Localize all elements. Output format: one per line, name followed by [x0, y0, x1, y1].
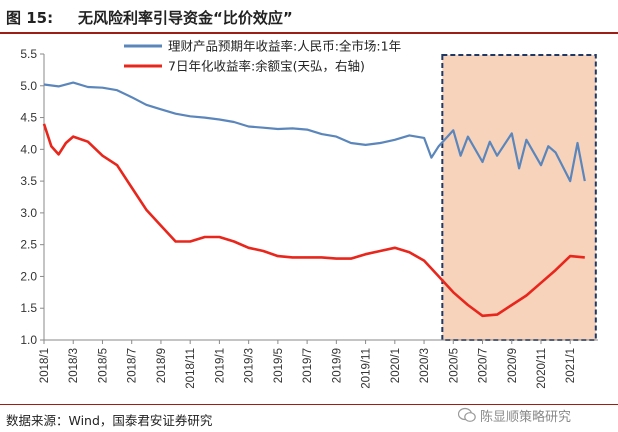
y-tick-label: 1.5: [20, 301, 37, 315]
highlight-region: [441, 54, 597, 341]
x-tick-label: 2018/5: [97, 348, 109, 383]
watermark: 陈显顺策略研究: [480, 410, 572, 425]
figure-label: 图 15:: [6, 9, 54, 27]
figure-title-bar: 图 15: 无风险利率引导资金“比价效应”: [0, 0, 618, 34]
y-tick-label: 4.0: [20, 142, 37, 156]
source-note: 数据来源：Wind，国泰君安证券研究: [6, 413, 213, 428]
legend-label-1: 理财产品预期年收益率:人民币:全市场:1年: [168, 39, 401, 54]
source-divider: [0, 404, 618, 405]
x-tick-label: 2021/1: [565, 348, 577, 383]
x-tick-label: 2018/7: [127, 348, 139, 383]
line-chart: 1.0 1.5 2.0 2.5 3.0 3.5 4.0 4.5 5.0 5.5 2018/1 2018…: [20, 39, 598, 389]
x-tick-label: 2020/11: [536, 348, 548, 389]
series-line-2: [42, 123, 585, 318]
legend-label-2: 7日年化收益率:余额宝(天弘，右轴): [168, 59, 365, 74]
series-line-1: [43, 81, 586, 183]
y-tick-label: 3.5: [20, 174, 37, 188]
x-tick-label: 2019/5: [273, 348, 285, 383]
y-tick-label: 3.0: [20, 206, 37, 220]
x-tick-label: 2019/9: [331, 348, 343, 383]
x-tick-label: 2019/3: [244, 348, 256, 383]
x-tick-label: 2018/3: [68, 348, 80, 383]
y-tick-label: 5.0: [20, 79, 37, 93]
x-tick-label: 2019/1: [214, 348, 226, 383]
x-tick-label: 2019/11: [361, 348, 373, 389]
x-tick-label: 2019/7: [302, 348, 314, 383]
y-tick-label: 5.5: [20, 47, 37, 61]
x-tick-label: 2020/5: [448, 348, 460, 383]
y-tick-label: 2.0: [20, 269, 37, 283]
y-tick-label: 2.5: [20, 238, 37, 252]
wechat-icon: [457, 407, 476, 427]
y-tick-label: 4.5: [20, 111, 37, 125]
x-tick-label: 2018/1: [39, 348, 51, 383]
x-tick-label: 2020/9: [507, 348, 519, 383]
figure-title: 无风险利率引导资金“比价效应”: [78, 9, 293, 27]
x-tick-label: 2018/11: [185, 348, 197, 389]
x-tick-label: 2020/7: [478, 348, 490, 383]
x-tick-label: 2018/9: [156, 348, 168, 383]
y-tick-label: 1.0: [20, 333, 37, 347]
x-tick-label: 2020/3: [419, 348, 431, 383]
x-tick-label: 2020/1: [390, 348, 402, 383]
